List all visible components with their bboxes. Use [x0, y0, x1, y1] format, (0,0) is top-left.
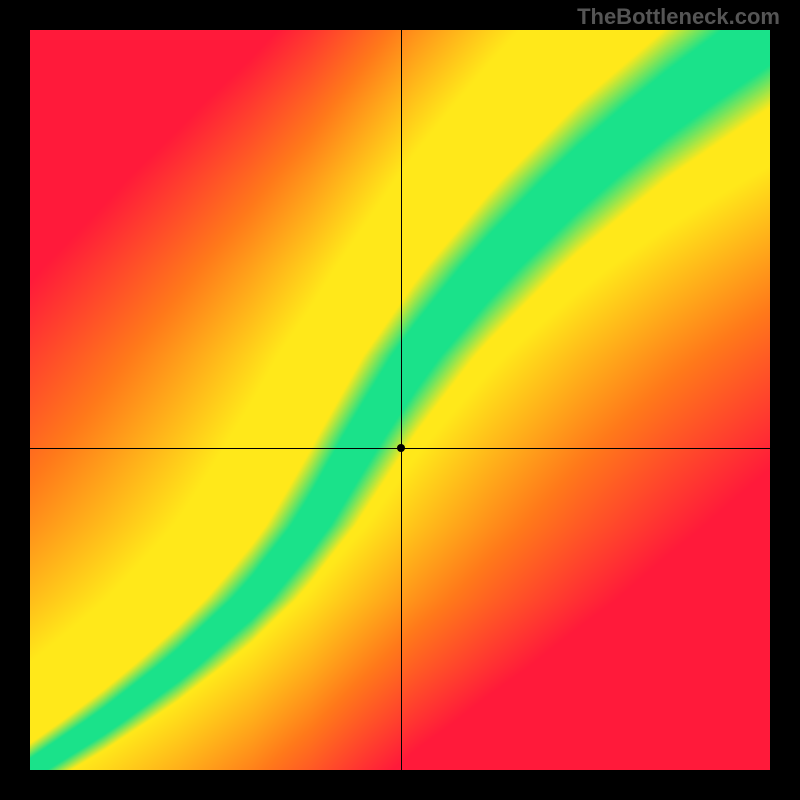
- watermark-text: TheBottleneck.com: [577, 4, 780, 30]
- chart-container: TheBottleneck.com: [0, 0, 800, 800]
- crosshair-vertical: [401, 30, 402, 770]
- plot-area: [30, 30, 770, 770]
- heatmap-canvas: [30, 30, 770, 770]
- marker-dot: [397, 444, 405, 452]
